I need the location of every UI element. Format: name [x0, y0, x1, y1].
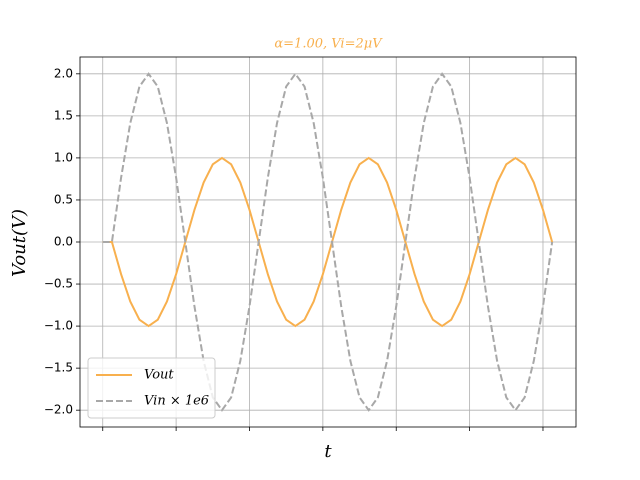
y-axis-label: Vout(V) — [9, 209, 30, 277]
y-tick-label: 1.0 — [54, 150, 73, 164]
legend: Vout Vin × 1e6 — [87, 357, 216, 419]
y-tick-label: −2.0 — [44, 403, 73, 417]
legend-box — [87, 357, 216, 419]
chart-title: α=1.00, Vi=2μV — [274, 37, 383, 52]
legend-label: Vout — [144, 368, 174, 383]
y-tick-label: 0.5 — [54, 192, 73, 206]
y-tick-label: 0.0 — [54, 235, 73, 249]
y-tick-label: 2.0 — [54, 66, 73, 80]
y-tick-label: −1.0 — [44, 319, 73, 333]
x-axis-label: t — [324, 441, 332, 462]
y-tick-label: 1.5 — [54, 108, 73, 122]
axes-frame — [79, 56, 577, 428]
series-line — [102, 156, 554, 328]
y-tick-label: −1.5 — [44, 361, 73, 375]
legend-label: Vin × 1e6 — [144, 394, 209, 409]
y-tick-label: −0.5 — [44, 277, 73, 291]
series-line — [102, 72, 554, 412]
